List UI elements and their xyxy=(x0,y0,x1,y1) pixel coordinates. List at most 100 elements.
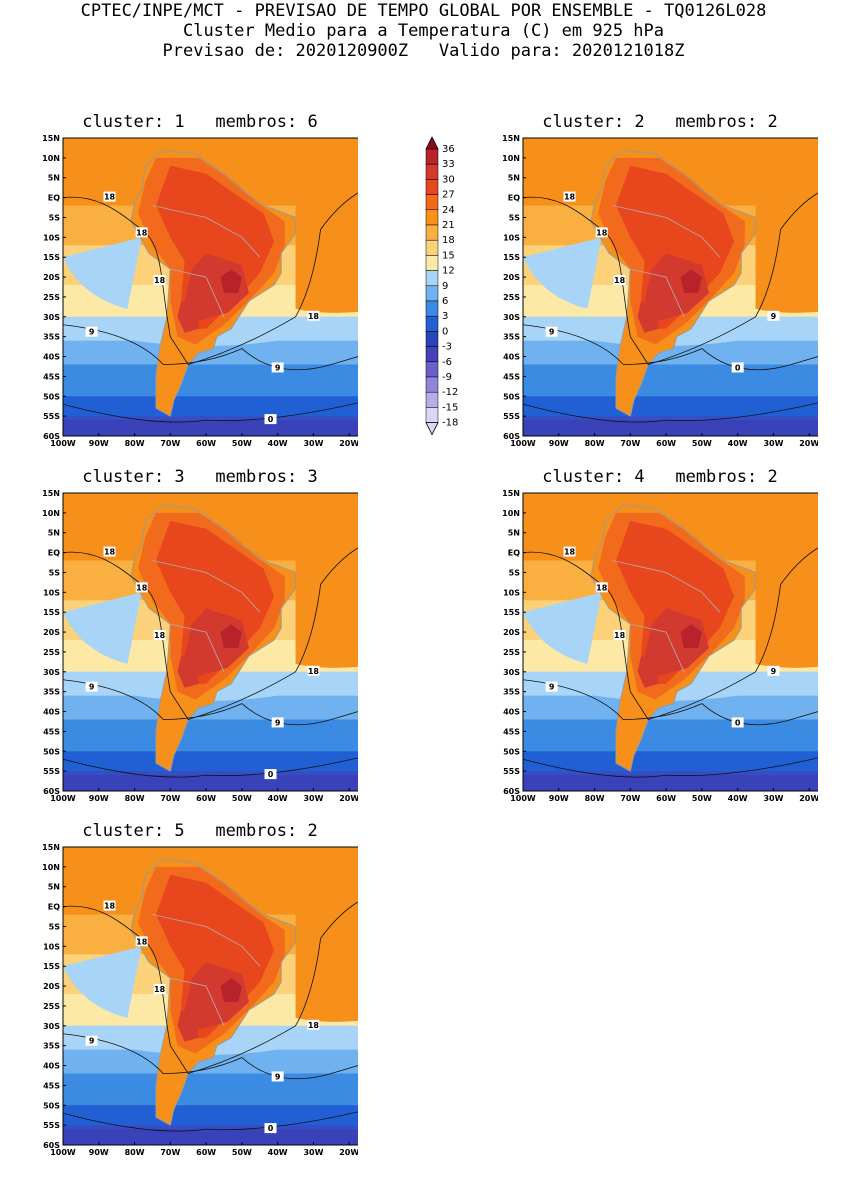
lon-tick-label: 80W xyxy=(585,794,605,803)
legend-swatch xyxy=(425,148,439,165)
lat-tick-label: 25S xyxy=(43,648,60,657)
land-33 xyxy=(220,269,242,293)
legend-label: 9 xyxy=(442,281,448,292)
contour-label-text: 18 xyxy=(104,902,116,911)
contour-label: 18 xyxy=(153,275,166,286)
lat-tick-label: 25S xyxy=(503,648,520,657)
land-30b xyxy=(177,300,199,333)
contour-label: 18 xyxy=(307,665,320,676)
lon-tick-label: 40W xyxy=(268,794,288,803)
contour-label: 9 xyxy=(85,1035,98,1046)
map-frame xyxy=(522,137,818,437)
land-30 xyxy=(184,253,249,321)
contour-label: 18 xyxy=(103,546,116,557)
contour-label-text: 18 xyxy=(596,228,608,237)
temperature-map: 18 18 18 9 9 0 15N 10N 5N EQ 5S 10S 15S 20S 25S 30S 35S 4… xyxy=(502,134,818,448)
legend-swatch xyxy=(425,376,439,393)
lon-tick-label: 30W xyxy=(303,1148,323,1157)
legend-swatch xyxy=(425,300,439,317)
lat-tick-label: EQ xyxy=(48,549,60,558)
contour-label-text: 9 xyxy=(89,1037,95,1046)
contour-label: 18 xyxy=(135,227,148,238)
legend-label: 18 xyxy=(442,235,455,246)
contour-label: 9 xyxy=(767,665,780,676)
contour-label-text: 9 xyxy=(771,312,777,321)
lat-tick-label: 55S xyxy=(43,767,60,776)
lat-tick-label: 50S xyxy=(503,747,520,756)
legend-label: 27 xyxy=(442,190,455,201)
contour-label: 0 xyxy=(731,717,744,728)
lon-tick-label: 100W xyxy=(510,794,536,803)
map-panel-cluster-2: cluster: 2 membros: 2 18 18 18 9 9 0 15N 10N 5N E… xyxy=(478,112,818,472)
contour-line xyxy=(523,324,818,371)
legend-label: 3 xyxy=(442,311,448,322)
contour-label: 9 xyxy=(545,326,558,337)
header-line-3: Previsao de: 2020120900Z Valido para: 20… xyxy=(162,41,685,61)
lon-tick-label: 90W xyxy=(549,794,569,803)
lat-tick-label: 35S xyxy=(503,333,520,342)
lat-tick-label: 40S xyxy=(503,353,520,362)
lon-tick-label: 20W xyxy=(799,439,818,448)
legend-label: 30 xyxy=(442,174,455,185)
lat-tick-label: 10N xyxy=(42,863,60,872)
lat-tick-label: 15S xyxy=(43,962,60,971)
contour-label-text: 18 xyxy=(136,583,148,592)
land-33 xyxy=(220,978,242,1002)
lat-tick-label: 45S xyxy=(43,1081,60,1090)
lat-tick-label: 10N xyxy=(42,509,60,518)
lon-tick-label: 30W xyxy=(303,439,323,448)
lon-tick-label: 90W xyxy=(549,439,569,448)
contour-label: 18 xyxy=(103,191,116,202)
lon-tick-label: 50W xyxy=(232,794,252,803)
contour-label-text: 0 xyxy=(735,363,741,372)
contour-line xyxy=(63,901,358,1074)
legend-label: 6 xyxy=(442,296,448,307)
lon-tick-label: 40W xyxy=(728,794,748,803)
lon-tick-label: 20W xyxy=(339,439,358,448)
lon-tick-label: 80W xyxy=(125,1148,145,1157)
lat-tick-label: 35S xyxy=(43,688,60,697)
legend-swatch xyxy=(425,239,439,256)
land-30 xyxy=(644,608,709,676)
coastline xyxy=(130,858,297,1126)
legend-swatch xyxy=(425,194,439,211)
contour-label: 18 xyxy=(135,936,148,947)
lat-tick-label: 10S xyxy=(503,588,520,597)
legend-swatch xyxy=(425,163,439,180)
lat-tick-label: 15S xyxy=(43,608,60,617)
filled-contours: 18 18 18 18 9 9 0 xyxy=(63,138,358,436)
land-30 xyxy=(184,962,249,1030)
contour-label-text: 18 xyxy=(154,631,166,640)
lat-tick-label: EQ xyxy=(48,194,60,203)
legend-label: 33 xyxy=(442,159,455,170)
contour-label-text: 0 xyxy=(268,770,274,779)
contour-label-text: 18 xyxy=(308,667,320,676)
map-frame xyxy=(62,846,358,1146)
contour-label: 0 xyxy=(731,362,744,373)
lat-tick-label: 5N xyxy=(48,883,60,892)
lon-tick-label: 40W xyxy=(728,439,748,448)
temperature-map: 18 18 18 9 9 0 15N 10N 5N EQ 5S 10S 15S 20S 25S 30S 35S 4… xyxy=(502,489,818,803)
lat-tick-label: 40S xyxy=(43,708,60,717)
legend-label: -12 xyxy=(442,387,458,398)
legend-label: 15 xyxy=(442,250,455,261)
legend-swatch xyxy=(425,391,439,408)
contour-label-text: 18 xyxy=(136,937,148,946)
lat-tick-label: 15S xyxy=(43,253,60,262)
lat-tick-label: 45S xyxy=(43,727,60,736)
panel-title: cluster: 4 membros: 2 xyxy=(542,467,778,487)
lon-tick-label: 50W xyxy=(232,1148,252,1157)
lat-tick-label: 55S xyxy=(43,1121,60,1130)
land-30b xyxy=(637,300,659,333)
lat-tick-label: 20S xyxy=(43,628,60,637)
land-33 xyxy=(680,269,702,293)
contour-label: 18 xyxy=(613,630,626,641)
legend-label: -6 xyxy=(442,357,452,368)
panel-title: cluster: 5 membros: 2 xyxy=(82,821,318,841)
contour-label: 9 xyxy=(85,326,98,337)
contour-label: 18 xyxy=(595,227,608,238)
contour-label: 9 xyxy=(767,310,780,321)
lat-tick-label: 5S xyxy=(49,922,61,931)
lon-tick-label: 40W xyxy=(268,1148,288,1157)
